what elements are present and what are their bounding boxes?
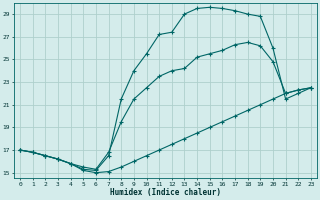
X-axis label: Humidex (Indice chaleur): Humidex (Indice chaleur) (110, 188, 221, 197)
